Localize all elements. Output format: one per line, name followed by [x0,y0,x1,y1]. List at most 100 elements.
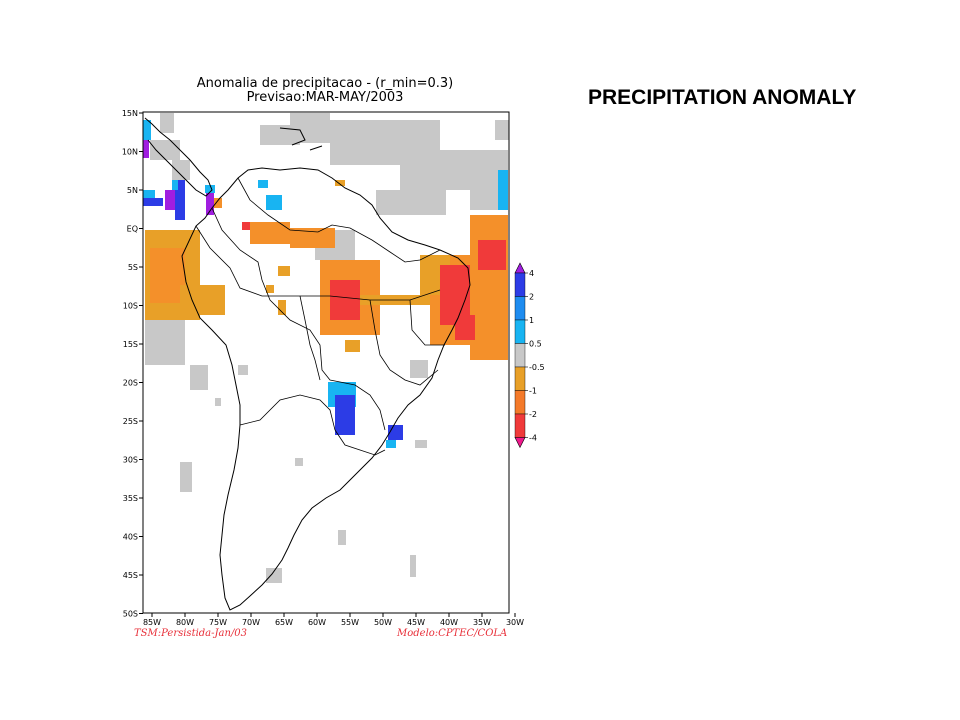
anomaly-cell [172,160,190,180]
country-borders [195,177,445,456]
anomaly-cell [143,190,155,198]
anomaly-cell [470,215,508,360]
anomaly-cell [290,228,335,248]
anomaly-cell [278,266,290,276]
lon-tick-label: 55W [341,618,359,627]
lat-tick-label: 10N [122,148,138,157]
anomaly-cell [335,180,345,186]
legend-label: -2 [529,410,537,419]
anomaly-cell [172,180,178,190]
anomaly-cell [295,458,303,466]
anomaly-cell [410,360,428,378]
anomaly-cell [143,140,149,158]
lat-tick-label: 35S [123,494,138,503]
anomaly-cell [145,320,185,365]
border [211,207,386,431]
anomaly-cell [400,150,508,190]
anomaly-cell [190,365,208,390]
anomaly-cell [150,248,185,303]
legend-swatch [514,272,526,297]
legend-label: 0.5 [529,340,542,349]
continent-outline [181,167,471,611]
legend-arrow-bottom [514,437,526,449]
anomaly-cells [143,113,509,583]
legend-swatch [514,296,526,321]
anomaly-cell [376,190,446,215]
lon-tick-label: 80W [176,618,194,627]
anomaly-cell [455,315,475,340]
anomaly-cell [206,190,214,215]
sst-note: TSM:Persistida-Jan/03 [134,628,248,639]
border [409,299,445,346]
lat-tick-label: 30S [123,456,138,465]
lon-tick-label: 30W [506,618,524,627]
legend-swatch [514,366,526,391]
anomaly-cell [260,125,300,145]
anomaly-cell [278,300,286,315]
lon-tick-label: 45W [407,618,425,627]
legend-label: -4 [529,434,537,443]
lon-tick-label: 70W [242,618,260,627]
lat-tick-label: 10S [123,302,138,311]
border [237,177,441,263]
lon-tick-label: 35W [473,618,491,627]
caribbean-islands [279,127,323,151]
color-legend: 4 2 1 0.5 -0.5 -1 -2 -4 [514,262,545,449]
border [299,295,321,381]
map-frame [142,111,510,614]
lat-tick-label: 5S [128,263,138,272]
anomaly-cell [386,440,396,448]
lat-tick-label: 15N [122,109,138,118]
anomaly-cell [165,190,175,210]
border [334,429,386,456]
lat-tick-label: 5N [127,186,138,195]
anomaly-cell [180,285,225,315]
anomaly-cell [258,180,268,188]
longitude-axis: 85W 80W 75W 70W 65W 60W 55W 50W 45W 40W 35W 30W [143,613,524,627]
lon-tick-label: 40W [440,618,458,627]
anomaly-cell [205,185,215,193]
anomaly-cell [143,198,163,206]
anomaly-cell [266,568,282,583]
lon-tick-label: 50W [374,618,392,627]
anomaly-cell [160,113,174,133]
anomaly-cell [478,240,506,270]
anomaly-cell [150,140,180,160]
anomaly-cell [143,120,151,140]
lat-tick-label: 20S [123,379,138,388]
border [369,299,439,386]
anomaly-cell [415,440,427,448]
anomaly-cell [180,462,192,492]
border [239,394,336,431]
anomaly-cell [345,340,360,352]
lat-tick-label: 40S [123,533,138,542]
anomaly-cell [266,195,282,210]
legend-swatch [514,413,526,438]
lat-tick-label: 15S [123,340,138,349]
anomaly-cell [338,530,346,545]
anomaly-cell [242,222,250,230]
anomaly-cell [470,190,498,210]
lon-tick-label: 85W [143,618,161,627]
legend-swatch [514,390,526,415]
anomaly-cell [498,170,508,210]
coastline [144,117,471,611]
legend-label: -1 [529,387,537,396]
anomaly-cell [250,222,290,244]
lat-tick-label: 45S [123,571,138,580]
anomaly-cell [175,180,185,220]
lat-tick-label: 25S [123,417,138,426]
anomaly-cell [215,398,221,406]
lat-tick-label: EQ [127,225,138,234]
latitude-axis: 15N 10N 5N EQ 5S 10S 15S 20S 25S 30S 35S 40S 45S 50S [122,109,143,619]
anomaly-cell [238,365,248,375]
model-note: Modelo:CPTEC/COLA [397,628,508,639]
map-subtitle: Previsao:MAR-MAY/2003 [246,90,404,105]
anomaly-cell [330,280,360,320]
legend-label: 4 [529,269,534,278]
legend-swatch [514,343,526,368]
legend-arrow-top [514,262,526,274]
legend-label: -0.5 [529,363,545,372]
anomaly-cell [214,198,222,208]
